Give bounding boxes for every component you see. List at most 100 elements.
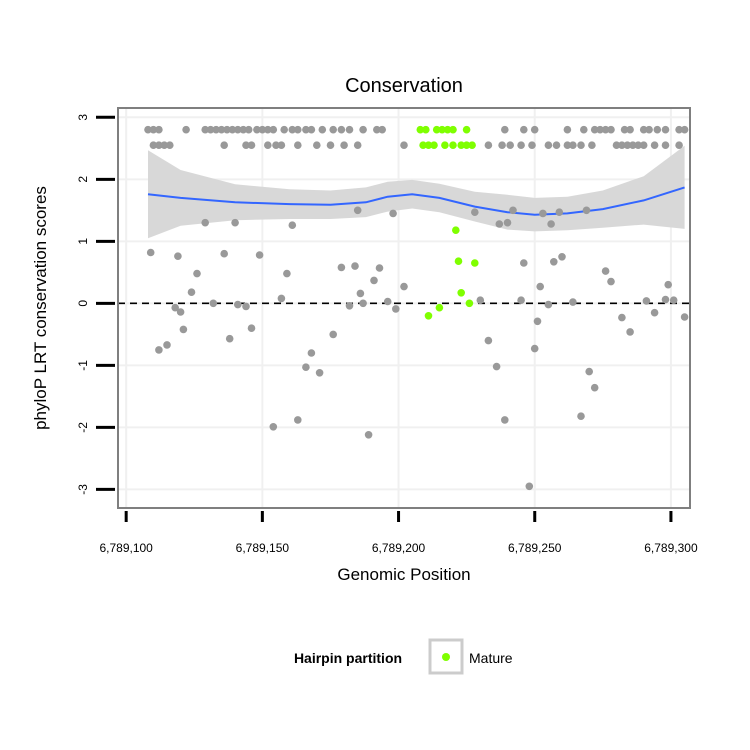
data-point (277, 141, 286, 149)
data-point (503, 218, 512, 227)
x-tick-label: 6,789,200 (372, 541, 426, 555)
data-point (307, 349, 316, 357)
x-tick-label: 6,789,150 (236, 541, 290, 555)
data-point (146, 248, 155, 257)
mature-point (424, 312, 433, 320)
data-point (669, 296, 678, 305)
data-point (288, 221, 297, 229)
data-point (476, 296, 485, 305)
data-point (144, 125, 152, 134)
data-point (283, 269, 291, 278)
mature-point (457, 141, 466, 149)
data-point (244, 125, 253, 134)
data-point (577, 141, 585, 149)
mature-point (449, 141, 457, 149)
data-point (501, 416, 509, 424)
data-point (577, 412, 585, 421)
plot-panel-border (117, 107, 691, 509)
data-point (193, 269, 201, 278)
data-point (326, 141, 335, 149)
data-point (528, 141, 536, 149)
data-point (313, 141, 321, 149)
y-tick-label: 0 (76, 300, 90, 307)
data-point (329, 125, 338, 134)
data-point (626, 328, 634, 336)
data-point (400, 141, 408, 149)
data-point (650, 308, 659, 317)
data-point (212, 125, 220, 134)
data-point (530, 344, 539, 353)
data-point (337, 263, 346, 272)
data-point (498, 141, 506, 149)
data-point (179, 325, 188, 334)
data-point (389, 209, 397, 218)
data-point (607, 277, 615, 286)
y-tick-label: -3 (76, 484, 90, 495)
mature-point (422, 125, 430, 134)
mature-point (454, 257, 463, 266)
data-point (307, 125, 316, 134)
data-point (555, 208, 564, 216)
legend-key-mature-dot (442, 653, 450, 661)
data-point (492, 362, 501, 371)
data-point (400, 282, 408, 291)
data-point (220, 249, 228, 258)
y-tick-label: -1 (76, 360, 90, 371)
data-point (234, 125, 242, 134)
data-point (242, 141, 250, 149)
confidence-ribbon-layer (148, 145, 685, 239)
data-point (155, 125, 163, 134)
data-point (364, 431, 373, 439)
data-point (680, 125, 689, 134)
legend: Hairpin partition Mature (294, 638, 513, 675)
data-point (155, 346, 163, 354)
data-point (650, 141, 659, 149)
data-point (552, 141, 561, 149)
data-point (272, 141, 280, 149)
data-point (544, 141, 553, 149)
data-point (653, 125, 662, 134)
data-point (618, 141, 626, 149)
mature-point (465, 299, 474, 308)
data-point (484, 141, 493, 149)
x-tick-label: 6,789,300 (644, 541, 698, 555)
data-point (375, 264, 384, 272)
data-point (345, 125, 354, 134)
data-point (501, 125, 509, 134)
data-point (547, 220, 555, 228)
data-point (661, 295, 670, 304)
data-point (620, 125, 629, 134)
data-point (280, 125, 289, 134)
data-point (370, 276, 378, 285)
data-point (149, 125, 158, 134)
data-point (228, 125, 237, 134)
data-point (255, 251, 264, 259)
data-point (563, 141, 572, 149)
data-point (642, 297, 651, 305)
data-point (539, 209, 547, 218)
data-point (351, 262, 359, 270)
data-point (582, 206, 591, 215)
data-point (340, 141, 348, 149)
mature-point (424, 141, 433, 149)
mature-point (432, 125, 441, 134)
data-point (253, 125, 261, 134)
data-point (520, 125, 528, 134)
data-point (294, 125, 302, 134)
mature-point (452, 226, 460, 234)
mature-point (468, 141, 476, 149)
data-point (201, 125, 209, 134)
mature-point (438, 125, 446, 134)
x-tick-label: 6,789,250 (508, 541, 562, 555)
mature-point (419, 141, 427, 149)
data-point (174, 252, 182, 260)
data-point (288, 125, 297, 134)
data-point (269, 423, 278, 431)
data-point (680, 313, 689, 321)
data-point (318, 125, 327, 134)
data-point (612, 141, 621, 149)
mature-point (457, 289, 466, 297)
data-point (509, 206, 517, 215)
data-point (629, 141, 637, 149)
